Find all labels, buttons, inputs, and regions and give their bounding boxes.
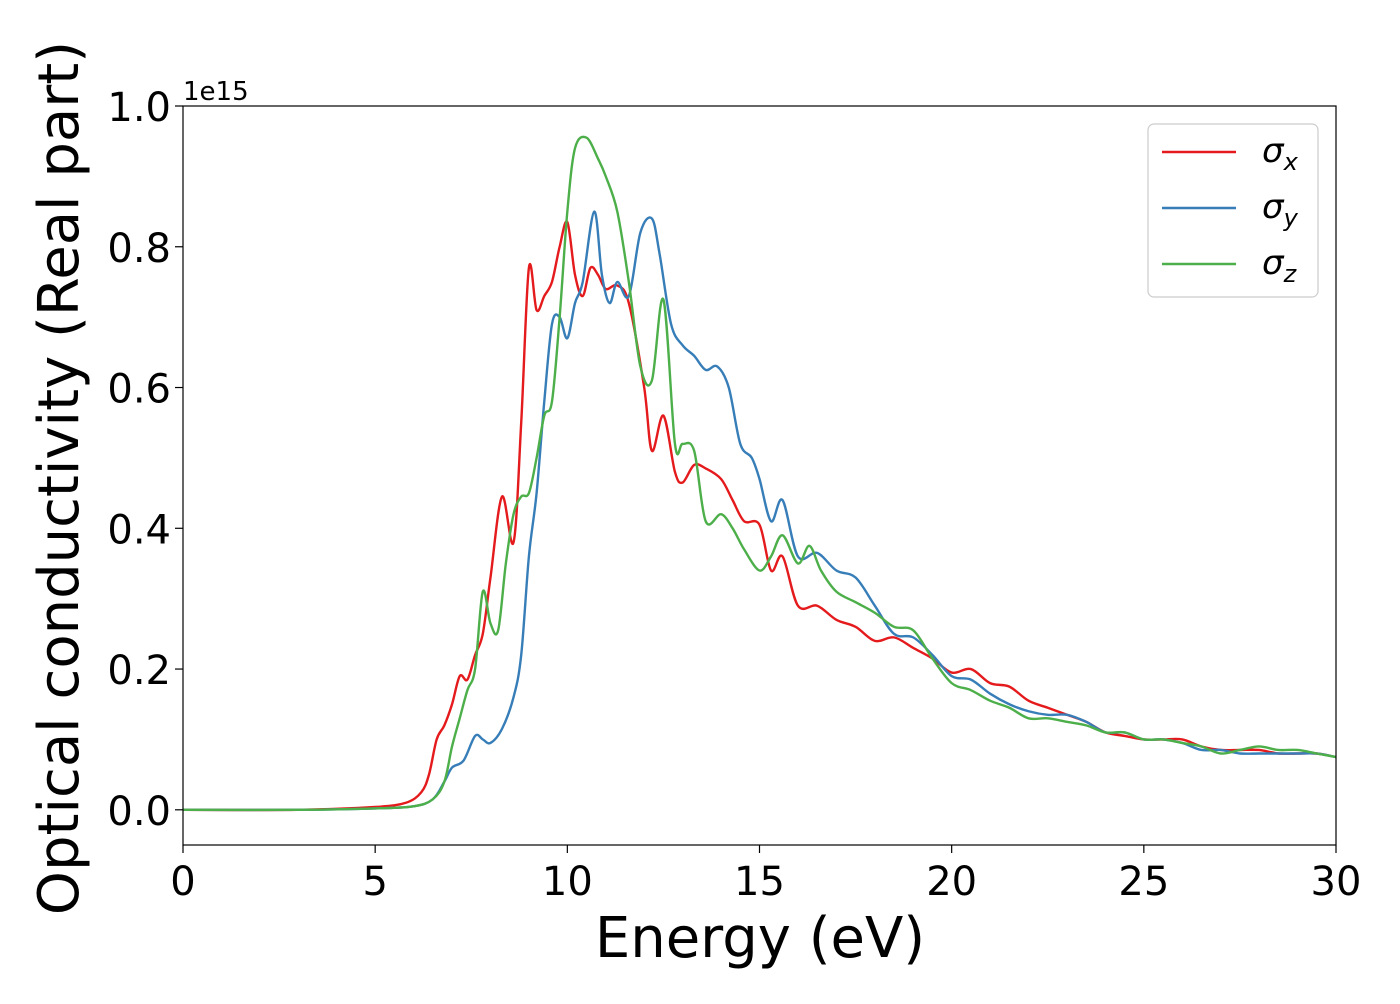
legend-box	[1147, 123, 1319, 298]
x-tick-label: 20	[926, 859, 977, 905]
legend-label-sigma-y: σy	[1262, 187, 1299, 232]
legend-symbol: σ	[1262, 187, 1285, 227]
series-layer	[183, 135, 1336, 812]
y-tick-label: 1.0	[107, 85, 171, 131]
y-tick-label: 0.0	[107, 789, 171, 835]
x-tick-label: 5	[362, 859, 387, 905]
x-axis-label: Energy (eV)	[595, 906, 925, 971]
y-tick-label: 0.2	[107, 648, 171, 694]
x-tick-label: 15	[734, 859, 785, 905]
y-tick-label: 0.8	[107, 226, 171, 272]
series-line-sigma-z	[183, 135, 1336, 812]
legend-subscript: y	[1283, 204, 1299, 232]
legend-label-sigma-x: σx	[1262, 131, 1299, 176]
y-offset-text: 1e15	[183, 77, 249, 107]
x-tick-label: 25	[1118, 859, 1169, 905]
x-tick-label: 0	[170, 859, 195, 905]
y-tick-label: 0.6	[107, 367, 171, 413]
y-tick-label: 0.4	[107, 507, 171, 553]
x-tick-label: 10	[542, 859, 593, 905]
legend-subscript: x	[1283, 148, 1299, 176]
legend-symbol: σ	[1262, 131, 1285, 171]
legend-symbol: σ	[1262, 243, 1285, 283]
ticks-layer: 0 5 10 15 20 25 30 0.0 0.2 0.4 0.6 0.8 1.0	[107, 85, 1361, 905]
legend-label-sigma-z: σz	[1262, 243, 1298, 288]
y-axis-label: Optical conductivity (Real part)	[27, 41, 92, 915]
legend-subscript: z	[1283, 260, 1298, 288]
x-tick-label: 30	[1311, 859, 1362, 905]
